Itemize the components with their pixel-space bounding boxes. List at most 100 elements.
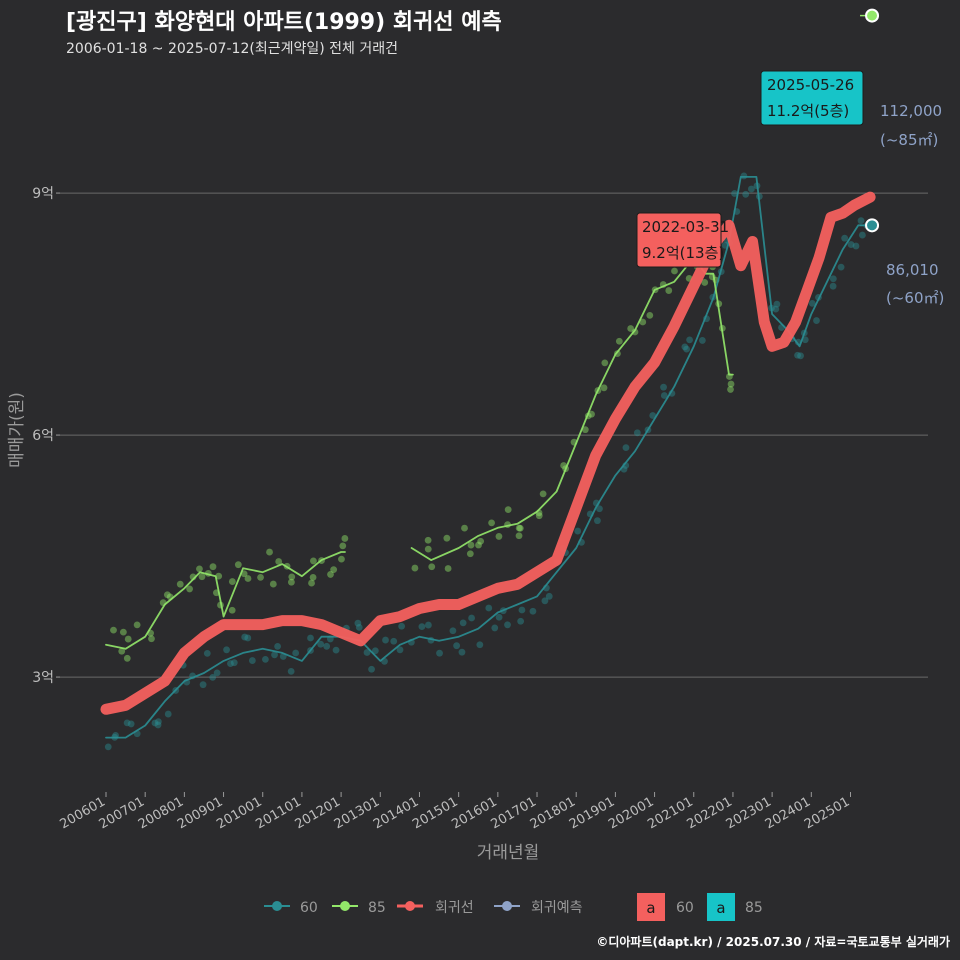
transaction-dot [127,720,135,728]
transaction-dot [244,634,252,642]
transaction-dot [203,649,211,657]
transaction-dot [196,565,203,573]
transaction-dot [124,635,132,643]
transaction-dot [727,380,735,388]
forecast-point-s85 [865,8,880,23]
transaction-dot [154,721,162,729]
transaction-dot [841,234,849,242]
transaction-dot [215,572,223,580]
transaction-dot [858,231,866,239]
transaction-dot [491,624,499,632]
transaction-dot [518,606,526,614]
transaction-dot [671,267,678,275]
transaction-dot [529,607,537,615]
transaction-dot [288,573,296,581]
forecast-60-value: 86,010 [886,261,939,279]
transaction-dot [813,317,820,324]
transaction-dot [133,621,141,629]
transaction-dot [209,563,217,571]
series-line-60-0 [105,175,871,739]
transaction-dot [665,287,673,294]
transaction-dot [332,646,340,654]
transaction-dot [594,517,601,525]
annotation-peak-2022-value: 9.2억(13층) [642,244,724,262]
transaction-dot [627,325,635,332]
y-axis-ticks: 3억 6억 9억 [32,186,60,686]
transaction-dot [339,542,347,550]
transaction-dot [164,710,172,718]
forecast-85-area: (~85㎡) [880,131,938,149]
transaction-dot [794,351,801,359]
transaction-dot [829,275,837,283]
transaction-dot [466,550,474,558]
transaction-dot [154,718,162,726]
transaction-dot [223,646,230,654]
annotation-peak-2022-date: 2022-03-31 [642,218,729,236]
transaction-dot [476,641,484,649]
transaction-dot [808,299,816,307]
transaction-dot [545,592,553,600]
regression-line [100,191,876,715]
transaction-dot [234,561,242,569]
legend-item-regression: 회귀선 [397,900,474,916]
transaction-dot [600,384,608,392]
transaction-dot [731,190,738,197]
forecast-markers [860,8,880,233]
transaction-dot [847,241,855,248]
transaction-dot [241,633,249,641]
transaction-dot [467,541,475,549]
transaction-dot [443,534,451,542]
legend-label-85: 85 [368,900,386,916]
y-tick-label-2: 9억 [32,186,54,202]
transaction-dot [747,185,755,193]
transaction-dot [123,719,131,727]
transaction-dot [110,626,117,634]
transaction-dot [495,613,503,621]
transaction-dot [287,667,295,675]
legend-marker-forecast [502,901,512,911]
transaction-dot [773,300,781,308]
transaction-dot [837,263,845,271]
transaction-dot [275,558,283,565]
transaction-dot [292,649,300,657]
transaction-dot [541,597,549,605]
transaction-dot [148,635,155,643]
annotation-latest-2025-value: 11.2억(5층) [767,102,849,120]
transaction-dot [596,505,603,513]
transaction-dot [308,579,315,587]
legend-marker-regression [405,901,415,911]
series-lines [100,175,876,739]
transaction-dot [453,642,461,650]
transaction-dot [411,564,419,572]
transaction-dot [772,305,780,313]
transaction-dot [398,622,406,630]
transaction-dot [649,412,657,419]
legend-box-60: a 60 [637,893,694,921]
forecast-85-value: 112,000 [880,102,942,120]
transaction-dot [317,640,325,648]
transaction-dot [163,591,171,599]
transaction-dot [516,524,524,532]
transaction-dot [266,548,273,556]
transaction-points [104,172,871,751]
transaction-dot [354,619,362,627]
transaction-dot [646,311,654,319]
transaction-dot [633,429,641,437]
transaction-dot [198,573,206,581]
forecast-point-s60 [865,218,880,233]
transaction-dot [504,506,512,514]
transaction-dot [436,649,443,657]
y-axis-label: 매매가(원) [7,392,27,468]
transaction-dot [425,621,432,629]
transaction-dot [371,647,379,655]
transaction-dot [581,426,589,434]
transaction-dot [829,282,837,290]
transaction-dot [727,386,734,393]
annotation-latest-2025: 2025-05-26 11.2억(5층) [760,70,864,126]
chart-subtitle: 2006-01-18 ~ 2025-07-12(최근계약일) 전체 거래건 [66,41,398,57]
y-tick-label-1: 6억 [32,428,54,444]
transaction-dot [213,669,221,677]
transaction-dot [660,383,667,391]
x-tick-label-19: 202501 [802,794,852,832]
